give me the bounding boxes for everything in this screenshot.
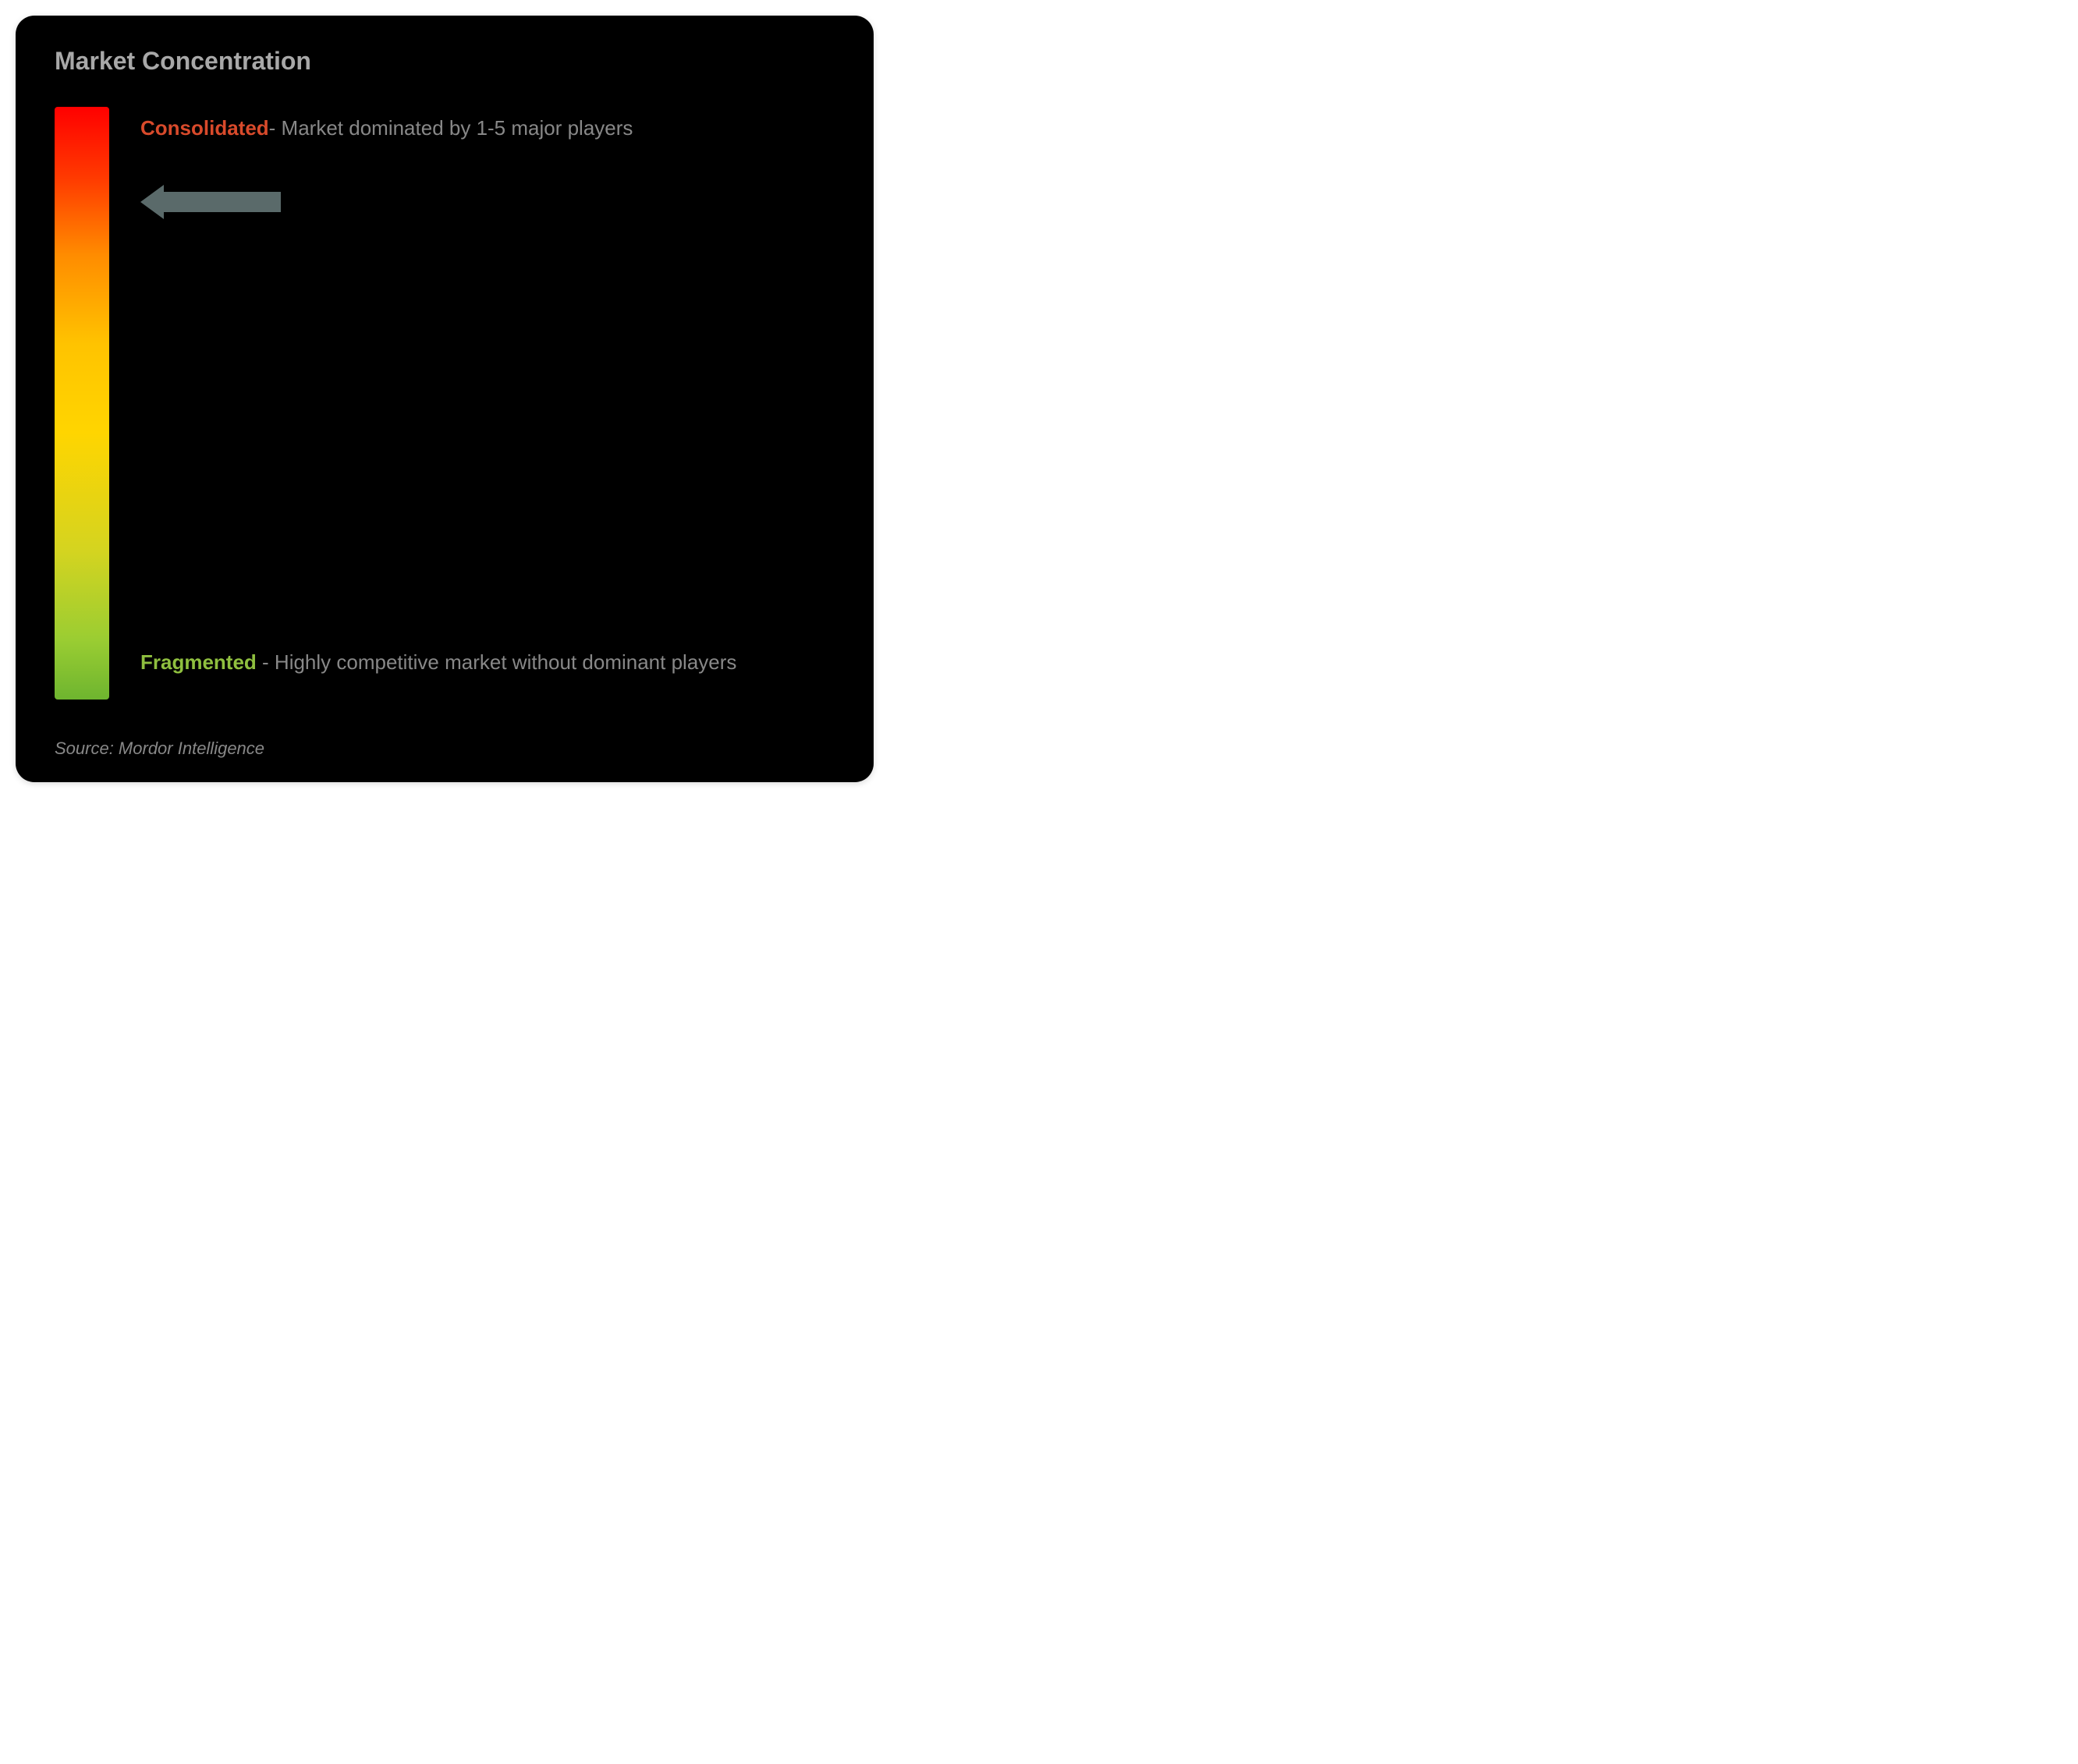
consolidated-description: - Market dominated by 1-5 major players bbox=[269, 116, 633, 140]
market-concentration-card: Market Concentration Consolidated- Marke… bbox=[16, 16, 874, 782]
consolidated-label: Consolidated- Market dominated by 1-5 ma… bbox=[140, 113, 835, 143]
fragmented-highlight: Fragmented bbox=[140, 650, 257, 674]
consolidated-highlight: Consolidated bbox=[140, 116, 269, 140]
card-title: Market Concentration bbox=[55, 47, 835, 76]
arrow-head bbox=[140, 185, 164, 219]
content-row: Consolidated- Market dominated by 1-5 ma… bbox=[55, 107, 835, 700]
position-indicator-arrow bbox=[140, 185, 281, 219]
fragmented-description: - Highly competitive market without domi… bbox=[257, 650, 737, 674]
concentration-gradient-scale bbox=[55, 107, 109, 700]
arrow-icon bbox=[140, 185, 281, 219]
source-attribution: Source: Mordor Intelligence bbox=[55, 739, 835, 759]
labels-column: Consolidated- Market dominated by 1-5 ma… bbox=[140, 107, 835, 700]
fragmented-label: Fragmented - Highly competitive market w… bbox=[140, 647, 835, 678]
arrow-shaft bbox=[164, 192, 281, 212]
